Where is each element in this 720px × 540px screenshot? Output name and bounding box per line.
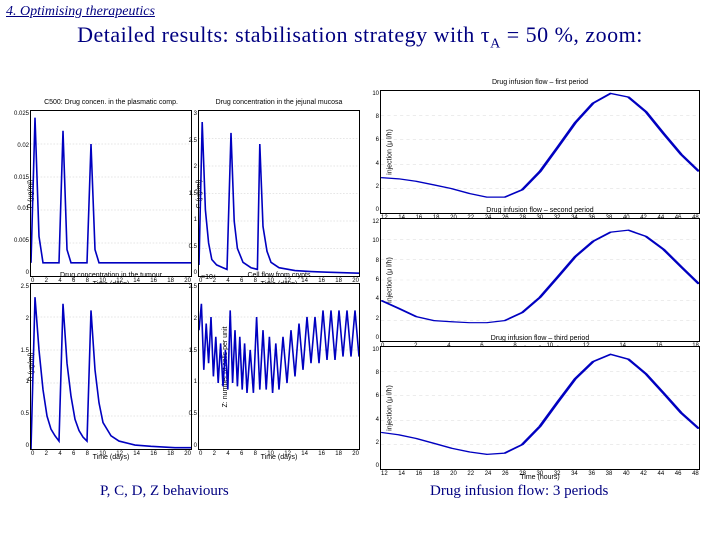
xticks: 02468101214161820 (31, 451, 191, 457)
chart-exponent: ×10⁴ (201, 274, 216, 281)
xticks: 12141618202224262830323436384042444648 (381, 471, 699, 477)
chart-title: Drug infusion flow – second period (381, 207, 699, 214)
title-prefix: Detailed results: stabilisation strategy… (77, 22, 490, 47)
yticks: 024681012 (365, 219, 379, 341)
yticks: 0246810 (365, 91, 379, 213)
flow-3: Drug infusion flow – third periodinjecti… (380, 346, 700, 470)
chart-c: Drug concentration in the jejunal mucosa… (198, 110, 360, 277)
caption-left: P, C, D, Z behaviours (100, 483, 229, 500)
left-chart-grid: C500: Drug concen. in the plasmatic comp… (30, 110, 360, 450)
title-suffix: = 50 %, zoom: (501, 22, 643, 47)
chart-line (31, 111, 191, 276)
chart-title: Drug concentration in the jejunal mucosa (199, 99, 359, 106)
chart-line (199, 111, 359, 276)
chart-title: C500: Drug concen. in the plasmatic comp… (31, 99, 191, 106)
chart-title: Drug infusion flow – third period (381, 335, 699, 342)
chart-title: Cell flow from crypts (199, 272, 359, 279)
flow-1: Drug infusion flow – first periodinjecti… (380, 90, 700, 214)
chart-p: C500: Drug concen. in the plasmatic comp… (30, 110, 192, 277)
yticks: 00.511.522.5 (15, 284, 29, 449)
yticks: 00.511.522.53 (183, 111, 197, 276)
xticks: 02468101214161820 (199, 451, 359, 457)
yticks: 0246810 (365, 347, 379, 469)
right-chart-stack: Drug infusion flow – first periodinjecti… (380, 90, 700, 470)
chart-title: Drug infusion flow – first period (381, 79, 699, 86)
chart-title: Drug concentration in the tumour (31, 272, 191, 279)
chart-z: Cell flow from cryptsZ: number of cells … (198, 283, 360, 450)
chart-line (199, 284, 359, 449)
chart-line (31, 284, 191, 449)
yticks: 00.0050.010.0150.020.025 (15, 111, 29, 276)
section-header: 4. Optimising therapeutics (6, 4, 155, 20)
yticks: 00.511.522.5 (183, 284, 197, 449)
flow-2: Drug infusion flow – second periodinject… (380, 218, 700, 342)
page-title: Detailed results: stabilisation strategy… (0, 22, 720, 52)
chart-line (381, 91, 699, 213)
caption-right: Drug infusion flow: 3 periods (430, 483, 608, 500)
chart-line (381, 347, 699, 469)
chart-line (381, 219, 699, 341)
title-subscript: A (490, 36, 501, 51)
chart-d: Drug concentration in the tumourD (μg/ml… (30, 283, 192, 450)
